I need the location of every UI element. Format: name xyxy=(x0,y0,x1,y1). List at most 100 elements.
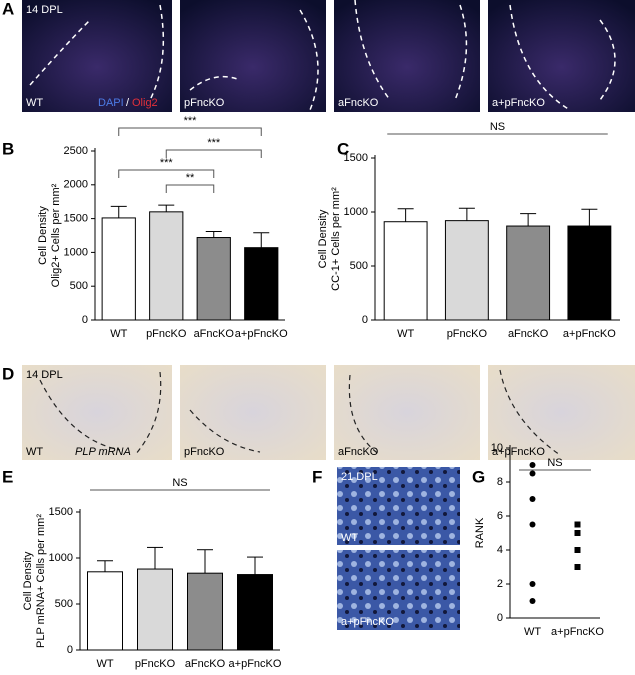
micrograph xyxy=(22,0,172,112)
image-label: pFncKO xyxy=(184,97,225,109)
y-tick-label: 0 xyxy=(362,314,368,326)
panel-letter: B xyxy=(2,139,14,158)
x-tick-label: aFncKO xyxy=(185,658,226,670)
y-tick-label: 0 xyxy=(67,644,73,656)
point xyxy=(529,462,536,468)
point xyxy=(574,521,581,528)
y-axis-label: Cell Density xyxy=(317,209,329,268)
image-label: WT xyxy=(341,532,358,544)
micrograph xyxy=(337,550,460,630)
y-tick-label: 1500 xyxy=(64,213,88,225)
x-tick-label: a+pFncKO xyxy=(235,328,288,340)
y-tick-label: 1000 xyxy=(344,206,368,218)
x-tick-label: pFncKO xyxy=(135,658,176,670)
stage-label: 14 DPL xyxy=(26,369,63,381)
bar xyxy=(137,568,173,651)
y-tick-label: 2 xyxy=(497,578,503,590)
bracket xyxy=(118,127,262,136)
stain-label: DAPI xyxy=(98,97,124,109)
y-tick-label: 1500 xyxy=(49,506,73,518)
lesion-outline xyxy=(39,369,561,456)
x-tick-label: pFncKO xyxy=(146,328,187,340)
y-tick-label: 500 xyxy=(55,598,73,610)
y-tick-label: 1000 xyxy=(49,552,73,564)
y-tick-label: 500 xyxy=(350,260,368,272)
x-tick-label: a+pFncKO xyxy=(229,658,282,670)
image-labels: 14 DPL WT DAPI / Olig2 pFncKO aFncKO a+p… xyxy=(2,0,545,628)
panel-letter: F xyxy=(312,467,322,486)
y-tick-label: 1000 xyxy=(64,246,88,258)
y-axis-label: CC-1+ Cells per mm² xyxy=(330,187,342,291)
panel-letter: A xyxy=(2,0,14,18)
micrograph xyxy=(334,365,480,460)
y-tick-label: 6 xyxy=(497,510,503,522)
bar xyxy=(244,247,279,321)
significance-label: *** xyxy=(207,137,221,149)
significance-label: ** xyxy=(186,172,195,184)
bar xyxy=(444,220,489,321)
image-label: aFncKO xyxy=(338,446,379,458)
significance-label: NS xyxy=(172,477,187,489)
micrograph xyxy=(180,0,326,112)
micrograph xyxy=(334,0,480,112)
bracket xyxy=(118,169,215,178)
point xyxy=(574,547,581,553)
stain-label: Olig2 xyxy=(132,97,158,109)
panel-letter: G xyxy=(472,467,485,486)
x-tick-label: WT xyxy=(397,328,414,340)
significance-label: *** xyxy=(160,157,174,169)
y-tick-label: 4 xyxy=(497,544,503,556)
micrograph xyxy=(488,365,635,460)
lesion-outline xyxy=(29,0,616,111)
x-tick-label: WT xyxy=(110,328,127,340)
y-tick-label: 2000 xyxy=(64,179,88,191)
bar xyxy=(506,225,551,321)
micrograph xyxy=(337,467,460,545)
bracket xyxy=(165,184,215,193)
y-tick-label: 2500 xyxy=(64,145,88,157)
y-tick-label: 1500 xyxy=(344,152,368,164)
x-tick-label: WT xyxy=(524,626,541,638)
x-tick-label: a+pFncKO xyxy=(551,626,604,638)
image-label: a+pFncKO xyxy=(492,97,545,109)
x-tick-label: a+pFncKO xyxy=(563,328,616,340)
micrograph xyxy=(22,365,172,460)
y-axis-label: RANK xyxy=(474,517,486,548)
panel-letter: D xyxy=(2,364,14,383)
x-tick-label: pFncKO xyxy=(447,328,488,340)
point xyxy=(574,564,581,570)
image-label: WT xyxy=(26,446,43,458)
stage-label: 21 DPL xyxy=(341,471,378,483)
image-label: pFncKO xyxy=(184,446,225,458)
y-tick-label: 8 xyxy=(497,476,503,488)
x-tick-label: aFncKO xyxy=(194,328,235,340)
y-axis-label: PLP mRNA+ Cells per mm² xyxy=(35,514,47,648)
y-tick-label: 500 xyxy=(70,280,88,292)
bar xyxy=(383,221,428,321)
panel-letter: E xyxy=(2,467,13,486)
image-label: a+pFncKO xyxy=(492,446,545,458)
significance-label: NS xyxy=(490,121,505,133)
bar xyxy=(567,225,612,321)
point xyxy=(529,581,536,587)
point xyxy=(574,530,581,536)
y-tick-label: 10 xyxy=(491,442,503,454)
point xyxy=(529,496,536,502)
stain-sep: / xyxy=(126,97,130,109)
image-label: WT xyxy=(26,97,43,109)
point xyxy=(529,521,536,528)
image-label: aFncKO xyxy=(338,97,379,109)
bar xyxy=(149,211,184,321)
y-tick-label: 0 xyxy=(82,314,88,326)
y-axis-label: Cell Density xyxy=(22,551,34,610)
y-tick-label: 0 xyxy=(497,612,503,624)
image-label: a+pFncKO xyxy=(341,616,394,628)
stage-label: 14 DPL xyxy=(26,4,63,16)
y-axis-label: Cell Density xyxy=(37,206,49,265)
micrograph xyxy=(180,365,326,460)
bar xyxy=(87,571,123,651)
panel-letter: C xyxy=(337,139,349,158)
x-tick-label: WT xyxy=(96,658,113,670)
